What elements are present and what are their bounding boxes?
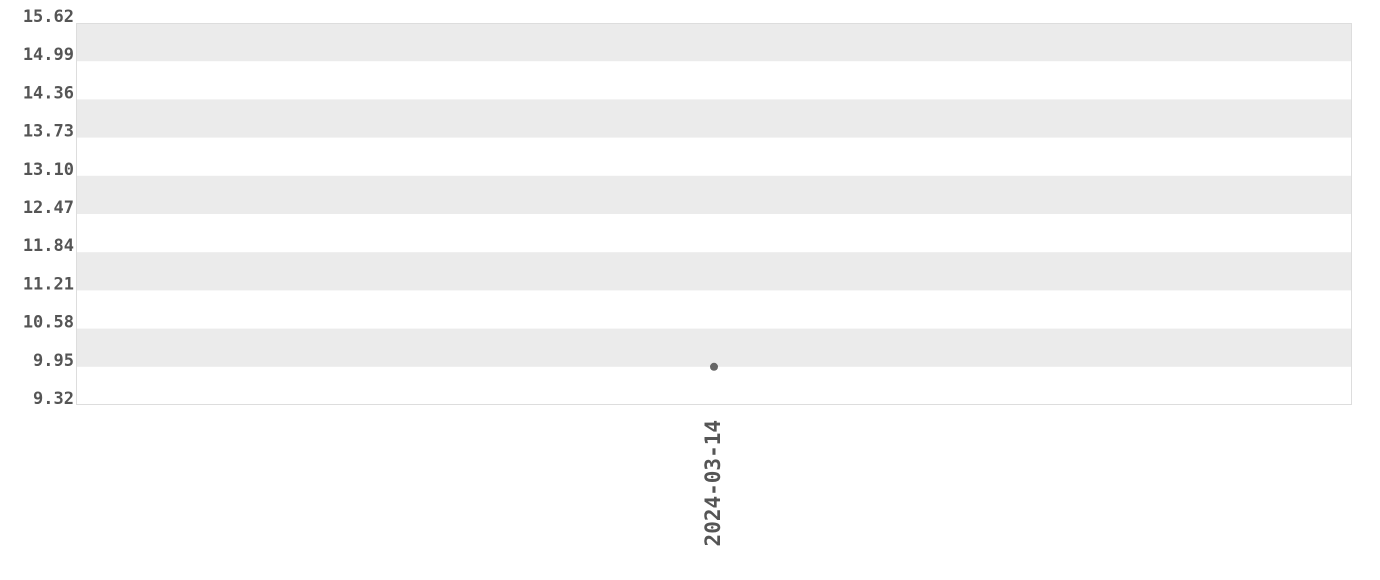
y-tick-label: 13.73 (23, 122, 74, 142)
y-tick-label: 14.36 (23, 83, 74, 103)
grid-band (76, 175, 1352, 214)
y-tick-label: 11.21 (23, 274, 74, 294)
grid-band (76, 99, 1352, 138)
y-tick-label: 10.58 (23, 313, 74, 333)
grid-band (76, 23, 1352, 62)
y-tick-label: 12.47 (23, 198, 74, 218)
grid-band (76, 252, 1352, 291)
y-tick-label: 13.10 (23, 160, 74, 180)
y-axis: 15.62 14.99 14.36 13.73 13.10 12.47 11.84 11.21… (23, 7, 74, 409)
x-axis: 2024-03-14 (701, 420, 725, 546)
data-point (710, 362, 718, 371)
plot-frame (76, 23, 1352, 405)
grid-bands (76, 23, 1352, 367)
y-tick-label: 14.99 (23, 45, 74, 65)
data-points (710, 362, 718, 371)
y-tick-label: 9.95 (33, 351, 74, 371)
x-tick-label: 2024-03-14 (701, 420, 725, 546)
y-tick-label: 9.32 (33, 389, 74, 409)
grid-band (76, 328, 1352, 367)
y-tick-label: 15.62 (23, 7, 74, 27)
y-tick-label: 11.84 (23, 236, 74, 256)
